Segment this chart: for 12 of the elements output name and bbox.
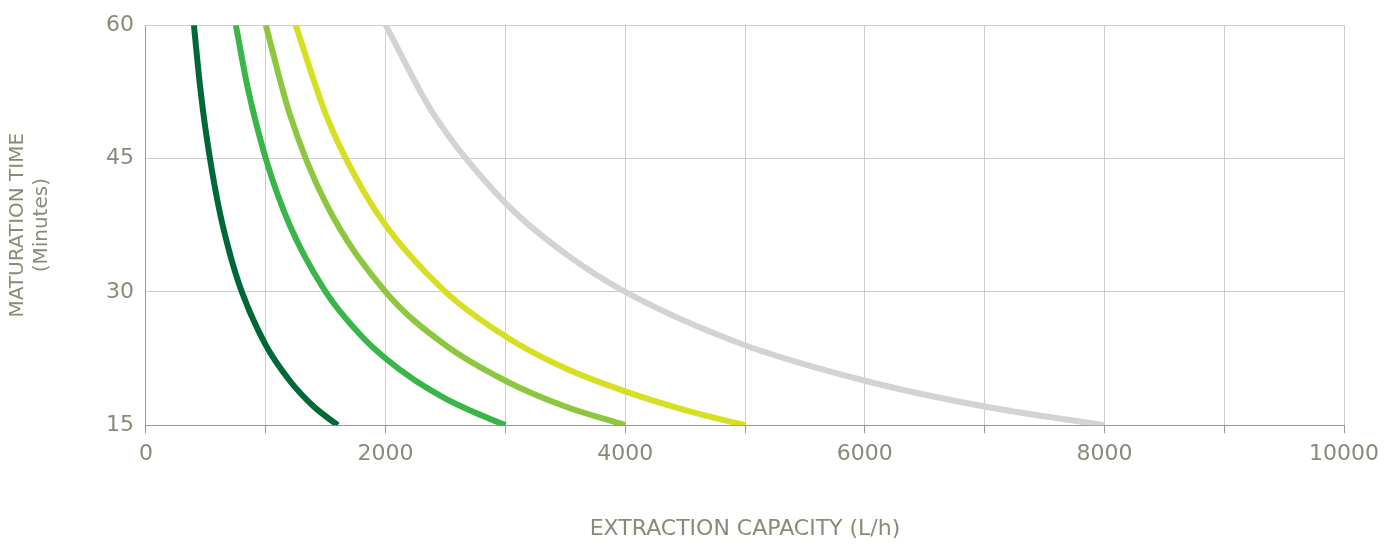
x-axis-title: EXTRACTION CAPACITY (L/h) [589,514,901,540]
y-tick-label: 45 [105,144,134,170]
y-tick-label: 30 [105,277,134,303]
y-tick-label: 15 [105,410,134,436]
x-tick-label: 4000 [597,440,654,466]
x-tick-label: 6000 [836,440,893,466]
x-tick-label: 2000 [357,440,414,466]
y-tick-label: 60 [105,10,134,36]
y-axis-title: MATURATION TIME (Minutes) [4,132,53,318]
x-tick-label: 8000 [1076,440,1133,466]
x-tick-label: 0 [138,440,153,466]
x-tick-label: 10000 [1309,440,1380,466]
